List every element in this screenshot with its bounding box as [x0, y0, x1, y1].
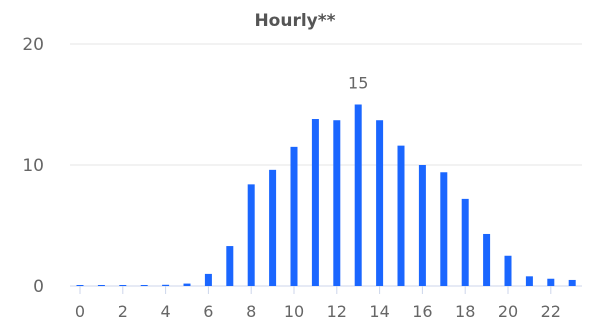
bar	[547, 278, 555, 286]
bar	[290, 146, 298, 286]
bar	[440, 172, 448, 286]
bar	[461, 198, 469, 286]
x-axis: 0 2 4 6 8 10 12 14 16 18 20 22	[75, 286, 561, 321]
bar	[333, 120, 341, 286]
y-tick-label: 10	[22, 156, 44, 176]
x-tick-label: 10	[284, 302, 304, 321]
bar	[269, 169, 277, 286]
x-tick-label: 4	[161, 302, 171, 321]
bar	[162, 284, 170, 286]
x-tick-label: 18	[455, 302, 475, 321]
data-labels: 15	[348, 74, 368, 93]
bar	[483, 233, 491, 286]
chart-title: Hourly**	[254, 11, 335, 31]
data-label: 15	[348, 74, 368, 93]
bar	[140, 285, 148, 286]
bar	[97, 285, 105, 286]
bar	[183, 283, 191, 286]
bar	[76, 285, 84, 286]
bar	[204, 273, 212, 286]
gridlines	[70, 43, 582, 287]
x-tick-label: 6	[203, 302, 213, 321]
bar	[119, 285, 127, 286]
bar	[354, 104, 362, 286]
x-tick-label: 2	[118, 302, 128, 321]
bar	[311, 119, 319, 287]
x-tick-label: 16	[412, 302, 432, 321]
bar	[525, 276, 533, 286]
bar	[376, 120, 384, 286]
x-tick-label: 8	[246, 302, 256, 321]
bar	[568, 279, 576, 286]
bars	[76, 104, 576, 287]
bar	[418, 165, 426, 286]
bar	[247, 184, 255, 286]
x-tick-label: 20	[498, 302, 518, 321]
y-tick-label: 20	[22, 35, 44, 55]
x-tick-label: 12	[327, 302, 347, 321]
y-tick-label: 0	[33, 277, 44, 297]
bar	[397, 145, 405, 286]
x-tick-label: 22	[541, 302, 561, 321]
x-tick-label: 0	[75, 302, 85, 321]
bar	[226, 246, 234, 286]
x-tick-label: 14	[369, 302, 389, 321]
y-axis: 0 10 20	[22, 35, 44, 297]
bar	[504, 255, 512, 286]
